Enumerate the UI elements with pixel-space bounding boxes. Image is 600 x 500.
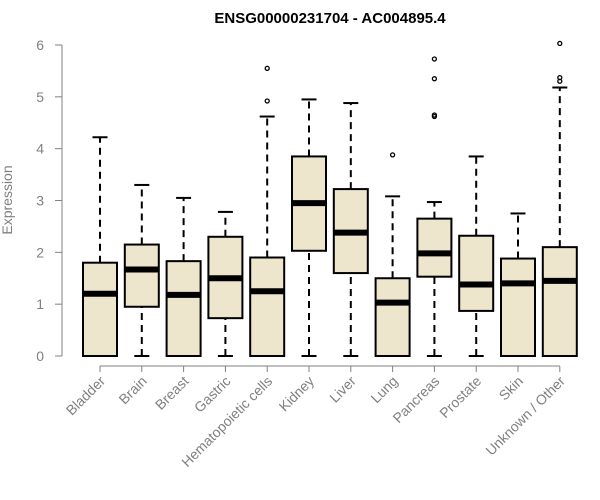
outlier-point (431, 56, 438, 62)
outlier-point (264, 98, 270, 104)
box (374, 277, 411, 357)
x-tick-label: Brain (115, 373, 149, 407)
box-group-12 (541, 40, 578, 357)
box-group-3 (165, 196, 202, 357)
box (249, 256, 286, 357)
outlier-point (264, 65, 270, 71)
outlier-point (431, 112, 438, 118)
x-tick-label: Kidney (276, 373, 318, 415)
x-tick-label: Prostate (436, 373, 484, 421)
y-tick-label: 0 (36, 348, 44, 364)
box-group-1 (82, 136, 118, 358)
box-group-7 (332, 102, 369, 357)
box-group-4 (207, 210, 244, 357)
box-group-6 (291, 98, 327, 357)
y-tick-label: 3 (36, 193, 44, 209)
x-tick-label: Bladder (63, 373, 109, 419)
y-tick-label: 2 (36, 244, 44, 260)
boxes-layer (82, 40, 578, 358)
box (123, 243, 160, 308)
box (165, 260, 202, 357)
box-group-8 (374, 152, 411, 357)
x-tick-label: Skin (496, 373, 527, 404)
box-group-10 (458, 155, 495, 357)
y-axis: 0 1 2 3 4 5 6 (36, 37, 63, 364)
box-group-5 (249, 65, 286, 357)
y-tick-label: 4 (36, 141, 44, 157)
box-group-9 (416, 56, 453, 357)
y-axis-label: Expression (0, 165, 15, 234)
box (458, 234, 495, 312)
box (541, 246, 578, 357)
box-group-11 (500, 212, 536, 358)
outlier-point (431, 76, 438, 82)
outlier-point (557, 75, 563, 81)
outlier-point (389, 152, 396, 158)
box (500, 257, 536, 358)
x-tick-label: Unknown / Other (482, 373, 568, 459)
box-group-2 (123, 183, 160, 357)
box (416, 217, 453, 278)
chart-title: ENSG00000231704 - AC004895.4 (214, 10, 446, 27)
box (82, 261, 118, 358)
y-tick-label: 6 (36, 37, 44, 53)
x-tick-label: Breast (152, 373, 192, 413)
outlier-point (557, 40, 563, 47)
y-tick-label: 5 (36, 89, 44, 105)
x-tick-label: Lung (367, 373, 400, 406)
y-tick-label: 1 (36, 296, 44, 312)
x-tick-label: Liver (326, 373, 359, 406)
